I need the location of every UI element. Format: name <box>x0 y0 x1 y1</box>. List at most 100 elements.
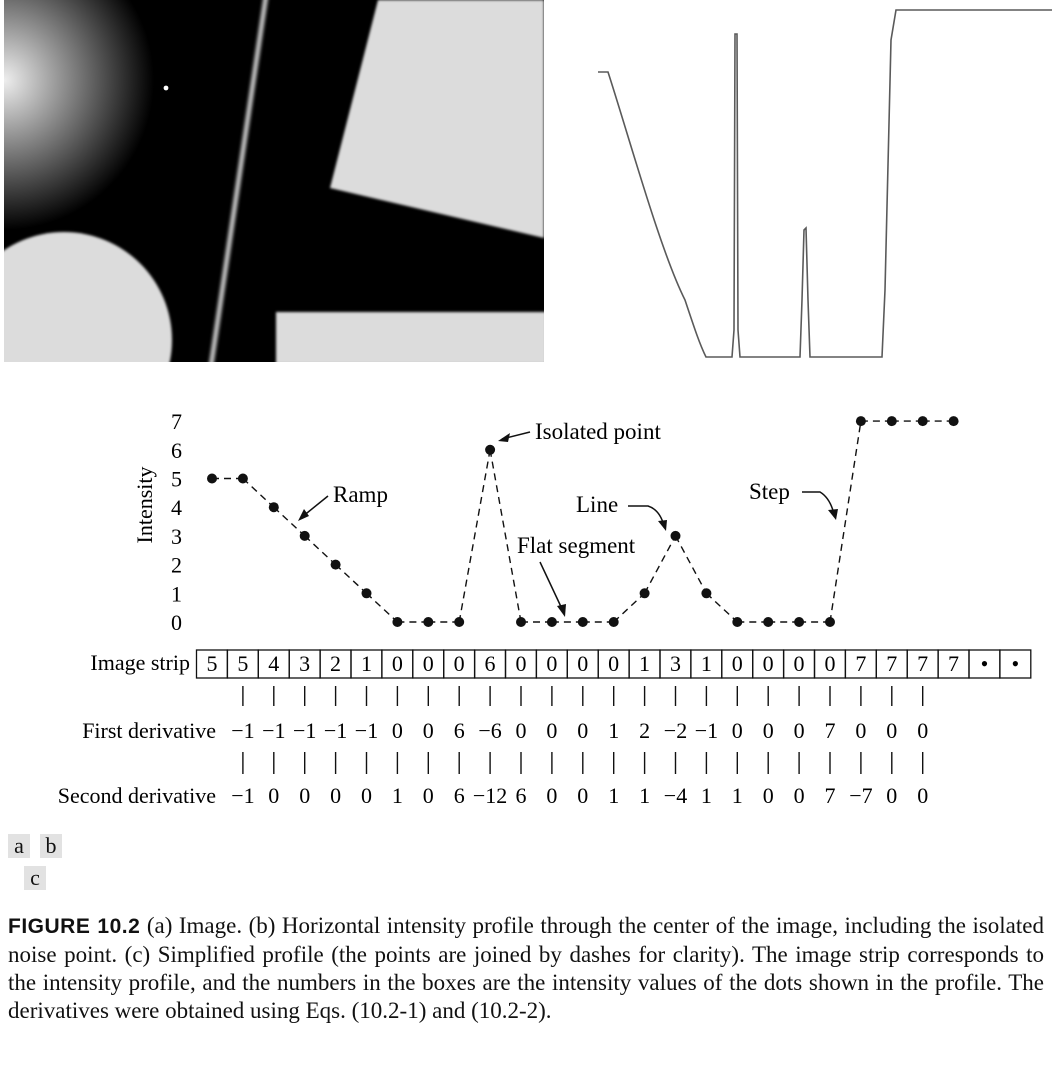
derivative-value: 6 <box>454 783 465 808</box>
profile-point <box>516 617 526 627</box>
image-diagonal-line <box>209 0 268 362</box>
arrowhead-flat-segment <box>557 604 566 617</box>
profile-point <box>639 588 650 599</box>
y-tick-label: 4 <box>171 495 182 520</box>
profile-points <box>207 416 959 627</box>
arrowhead-step <box>828 509 838 520</box>
derivative-value: 1 <box>392 783 403 808</box>
derivative-value: 1 <box>732 783 743 808</box>
derivative-value: −1 <box>231 718 254 743</box>
strip-cell-value: 0 <box>794 651 805 676</box>
panel-label-c: c <box>24 866 46 890</box>
strip-cell-value: 1 <box>701 651 712 676</box>
derivative-value: −7 <box>849 783 872 808</box>
image-strip: 5 5 4 3 2 1 0 0 0 6 0 0 0 0 1 3 1 0 0 0 0 7 7 7 7 • • <box>195 649 1032 679</box>
profile-point <box>361 588 372 599</box>
profile-point <box>577 617 588 627</box>
strip-cell-value: 5 <box>237 651 248 676</box>
derivative-value: −1 <box>293 718 316 743</box>
profile-point <box>330 559 341 570</box>
arrow-line <box>628 505 665 527</box>
profile-point <box>454 617 465 627</box>
strip-cell-value: 0 <box>732 651 743 676</box>
derivative-value: −6 <box>478 718 501 743</box>
profile-point <box>423 617 434 627</box>
profile-dash-segment <box>643 535 677 594</box>
first-derivative-label: First derivative <box>82 718 216 743</box>
profile-dash-segment <box>674 535 708 594</box>
derivative-value: 0 <box>794 718 805 743</box>
strip-label: Image strip <box>90 650 190 675</box>
strip-cell-value: 0 <box>423 651 434 676</box>
caption-text: (a) Image. (b) Horizontal intensity prof… <box>8 913 1044 1023</box>
derivative-value: −1 <box>695 718 718 743</box>
derivative-value: 1 <box>608 718 619 743</box>
derivative-value: 0 <box>763 783 774 808</box>
second-derivative-ticks <box>242 752 924 774</box>
strip-cell-value: 7 <box>855 651 866 676</box>
annotation-isolated-point: Isolated point <box>535 419 661 444</box>
first-derivative-ticks <box>242 686 924 706</box>
strip-cell <box>999 649 1032 679</box>
derivative-value: 0 <box>577 718 588 743</box>
annotation-flat-segment: Flat segment <box>517 533 636 558</box>
derivative-value: −2 <box>664 718 687 743</box>
derivative-value: 1 <box>608 783 619 808</box>
arrowhead-isolated-point <box>498 433 510 442</box>
y-tick-label: 1 <box>171 581 182 606</box>
derivative-value: 2 <box>639 718 650 743</box>
y-tick-label: 6 <box>171 438 182 463</box>
derivative-value: 0 <box>886 783 897 808</box>
profile-point <box>701 588 712 599</box>
strip-cell-value: 3 <box>299 651 310 676</box>
derivative-value: 0 <box>268 783 279 808</box>
derivative-value: 1 <box>701 783 712 808</box>
profile-point <box>855 416 866 427</box>
derivative-value: −4 <box>664 783 687 808</box>
derivative-value: −12 <box>473 783 507 808</box>
figure-caption: FIGURE 10.2 (a) Image. (b) Horizontal in… <box>8 912 1044 1025</box>
strip-cell-value: 0 <box>392 651 403 676</box>
y-tick-label: 5 <box>171 467 182 492</box>
annotation-line: Line <box>576 492 618 517</box>
derivative-value: 0 <box>732 718 743 743</box>
profile-dash-segment <box>613 592 646 623</box>
derivative-value: 0 <box>392 718 403 743</box>
strip-cell-value: 6 <box>485 651 496 676</box>
arrowhead-ramp <box>298 509 309 521</box>
annotation-step: Step <box>749 479 790 504</box>
strip-cell-value: 0 <box>515 651 526 676</box>
derivative-value: −1 <box>324 718 347 743</box>
strip-cell-value: • <box>1011 651 1019 676</box>
strip-cell-value: 0 <box>608 651 619 676</box>
profile-point <box>794 617 805 627</box>
profile-dash-segment <box>335 564 367 594</box>
strip-cell-value: • <box>981 651 989 676</box>
strip-cell-value: 7 <box>886 651 897 676</box>
derivative-value: −1 <box>355 718 378 743</box>
profile-point <box>948 416 959 427</box>
derivative-value: 0 <box>361 783 372 808</box>
derivative-value: 6 <box>454 718 465 743</box>
second-derivative-values: −1 0 0 0 0 1 0 6 −12 6 0 0 1 1 −4 1 1 0 0 7 −7 0 0 <box>231 783 928 808</box>
derivative-value: 0 <box>886 718 897 743</box>
derivative-value: 0 <box>917 783 928 808</box>
profile-dash-segment <box>705 592 738 623</box>
profile-point <box>886 416 897 427</box>
profile-point <box>608 617 619 627</box>
strip-cell-value: 5 <box>206 651 217 676</box>
profile-dash-segment <box>829 420 862 623</box>
profile-dash-segment <box>458 449 491 623</box>
profile-point <box>732 617 743 627</box>
derivative-value: 0 <box>299 783 310 808</box>
profile-point <box>207 473 217 484</box>
image-noise-point <box>163 85 169 91</box>
profile-point <box>392 617 403 627</box>
profile-dash-segment <box>304 535 337 566</box>
y-axis-label: Intensity <box>132 467 157 544</box>
panel-label-a: a <box>8 834 30 858</box>
annotation-ramp: Ramp <box>333 482 388 507</box>
panel-a-image <box>4 0 544 362</box>
image-upper-block <box>330 0 544 238</box>
